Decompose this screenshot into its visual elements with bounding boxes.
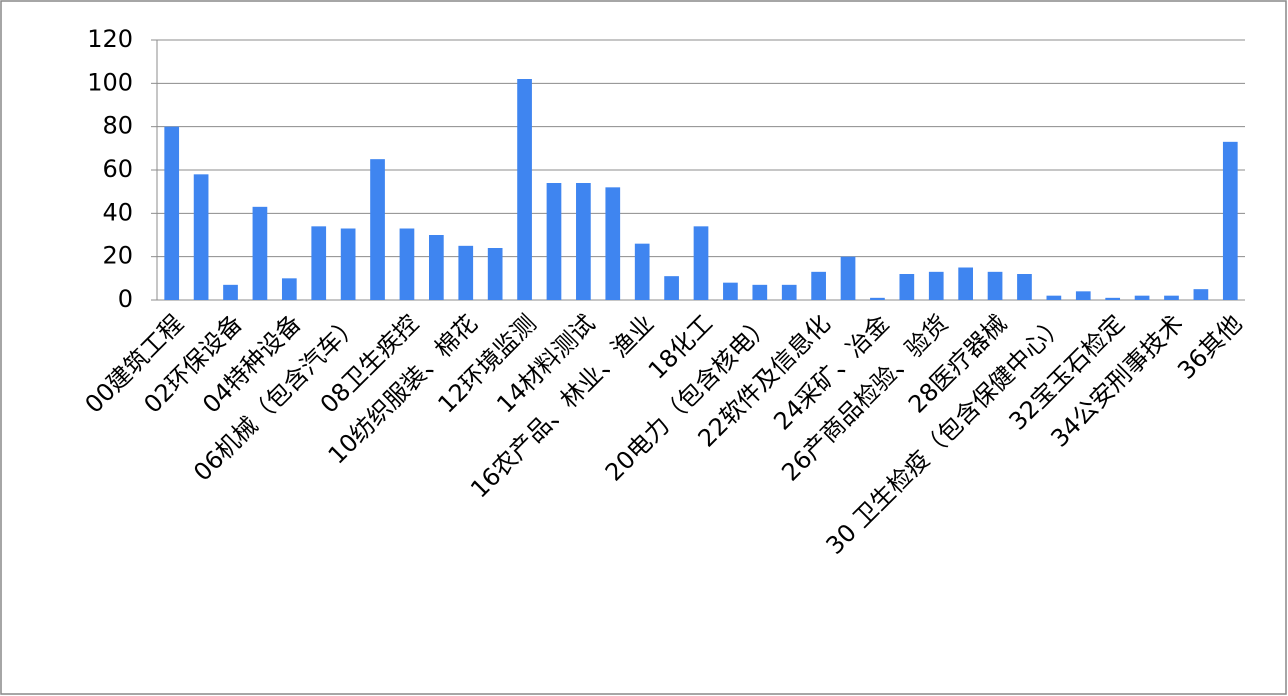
bar — [311, 226, 327, 300]
bar — [458, 245, 474, 300]
bar — [1164, 295, 1179, 300]
bar — [223, 284, 238, 300]
bar — [576, 183, 591, 300]
bar — [517, 79, 532, 300]
bar — [958, 267, 973, 300]
bar — [546, 183, 562, 300]
bar — [811, 271, 826, 300]
bar — [752, 284, 768, 300]
bar — [987, 271, 1003, 300]
bar — [281, 278, 297, 300]
bar — [1075, 291, 1091, 300]
y-tick-label: 0 — [118, 285, 133, 313]
y-tick-label: 80 — [102, 112, 133, 140]
y-tick-label: 20 — [102, 242, 133, 270]
bar — [487, 248, 503, 300]
bar — [1017, 274, 1032, 300]
bar — [840, 256, 856, 300]
bar — [781, 284, 797, 300]
bar — [340, 228, 356, 300]
bar — [193, 174, 209, 300]
bar — [1105, 297, 1121, 300]
bar — [429, 235, 444, 300]
y-tick-label: 60 — [102, 155, 133, 183]
bar — [1193, 289, 1209, 300]
bar — [693, 226, 709, 300]
y-tick-label: 40 — [102, 198, 133, 226]
y-tick-label: 120 — [87, 25, 133, 53]
bar — [1134, 295, 1150, 300]
bar — [1046, 295, 1062, 300]
bar — [370, 159, 385, 300]
y-tick-label: 100 — [87, 68, 133, 96]
bar — [634, 243, 650, 300]
bar — [664, 276, 679, 300]
bar — [899, 274, 915, 300]
bar — [164, 126, 180, 301]
bar — [1222, 141, 1238, 300]
bar — [605, 187, 621, 300]
bar — [399, 228, 415, 300]
bar — [252, 206, 268, 300]
bar — [723, 282, 738, 300]
bar — [928, 271, 944, 300]
bar — [870, 297, 885, 300]
